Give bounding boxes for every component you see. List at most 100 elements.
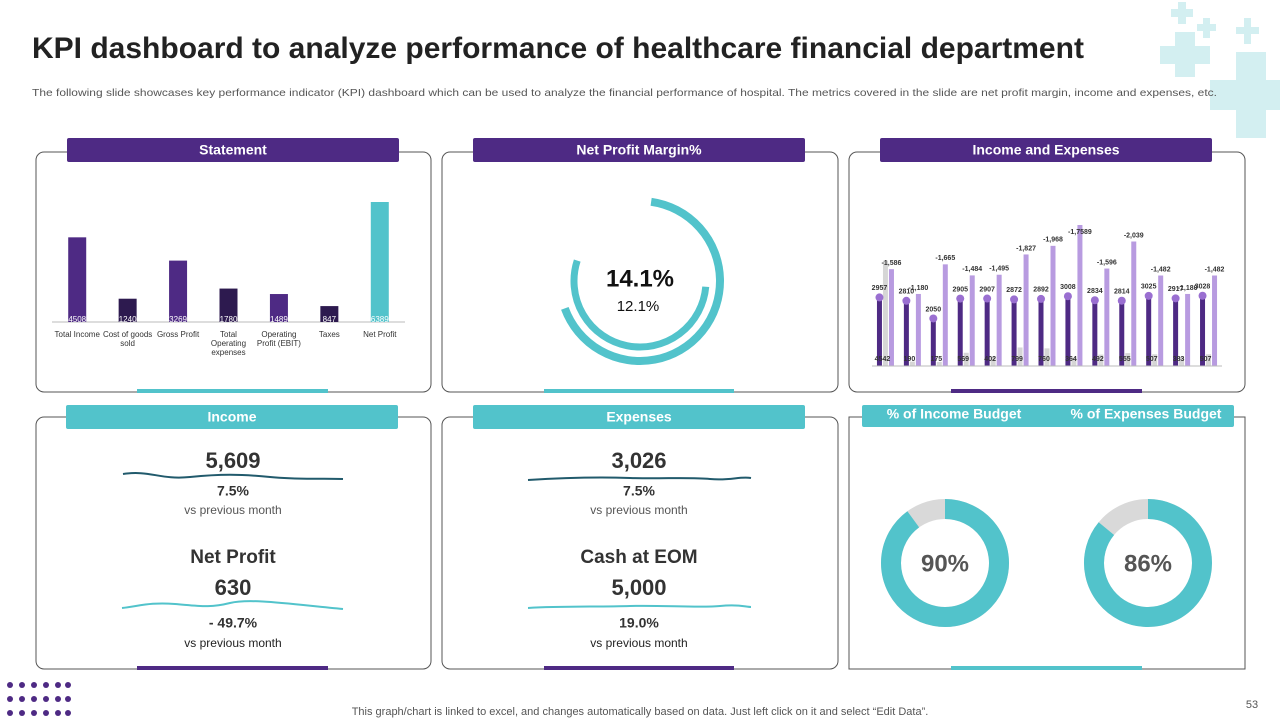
marker (1090, 296, 1099, 305)
bar (1104, 268, 1110, 366)
data-label: 2810 (899, 289, 915, 296)
bar (370, 202, 389, 322)
kpi-value: 5,609 (205, 448, 260, 473)
x-label-box: Taxes (318, 330, 340, 339)
sparklines (121, 472, 752, 610)
x-label-box: Cost of goods sold (102, 330, 153, 348)
bar (1212, 275, 1218, 366)
bar (909, 361, 915, 366)
kpi-note: vs previous month (184, 503, 281, 517)
bar (269, 294, 288, 322)
accent (951, 666, 1142, 670)
data-label: 4542 (875, 356, 891, 363)
data-label: 1780 (220, 315, 238, 324)
panel-tab (862, 405, 1234, 427)
footer-dots (7, 682, 71, 716)
bar (1011, 299, 1017, 366)
data-label: 2050 (926, 306, 942, 313)
ring-decor (561, 197, 724, 365)
data-label: 2892 (1033, 287, 1049, 294)
accent (951, 389, 1142, 393)
data-label: 492 (1092, 356, 1104, 363)
bar (1146, 295, 1152, 366)
bar (1158, 275, 1164, 366)
marker (929, 314, 938, 323)
kpi-change: 7.5% (623, 483, 655, 499)
bar (1173, 298, 1179, 366)
panel-tab (473, 405, 805, 429)
marker (875, 293, 884, 302)
data-label: -1,484 (962, 266, 982, 273)
data-label: 1240 (119, 315, 137, 324)
data-label: 2917 (1168, 286, 1184, 293)
panel-tab (880, 138, 1212, 162)
x-label-box: Net Profit (363, 330, 396, 339)
data-label: 2957 (872, 285, 888, 292)
title: KPI dashboard to analyze performance of … (32, 32, 1084, 65)
page-number: 53 (1246, 699, 1258, 711)
panel-title: Expenses (606, 409, 672, 425)
data-label: 555 (1119, 356, 1131, 363)
bar (936, 361, 942, 366)
x-tick-label: Taxes (318, 330, 340, 339)
marker (1198, 291, 1207, 300)
data-label: 760 (1038, 356, 1050, 363)
panel-tab (473, 138, 805, 162)
donut-label: 90% (921, 550, 969, 577)
accent (544, 666, 734, 670)
data-label: -1,968 (1043, 237, 1063, 244)
accent (137, 666, 328, 670)
kpi-change: - 49.7% (209, 615, 258, 631)
kpi-note: vs previous month (590, 636, 687, 650)
bar (1119, 300, 1125, 366)
bar (1206, 354, 1212, 366)
bar (1185, 293, 1191, 366)
subtitle: The following slide showcases key perfor… (32, 87, 1217, 99)
bar (882, 260, 888, 366)
kpi-value: 630 (215, 575, 252, 600)
x-tick-label: Gross Profit (156, 330, 200, 339)
data-label: 2905 (952, 286, 968, 293)
kpi-note: vs previous month (184, 636, 281, 650)
x-tick-label: Total Operating expenses (210, 330, 247, 357)
bar (1200, 295, 1206, 366)
donut-label: 86% (1124, 550, 1172, 577)
bar (1044, 348, 1050, 366)
bar (1065, 296, 1071, 366)
x-label-box: Gross Profit (156, 330, 200, 339)
data-label: 569 (957, 356, 969, 363)
bar (903, 300, 909, 366)
bar (963, 352, 969, 366)
bar (118, 298, 137, 322)
data-label: -1,586 (882, 260, 902, 267)
x-tick-label: Operating Profit (EBIT) (256, 330, 301, 348)
bar (1179, 357, 1185, 366)
bar (984, 298, 990, 366)
data-label: 2814 (1114, 289, 1130, 296)
marker (956, 294, 965, 303)
margin-secondary: 12.1% (617, 298, 660, 315)
bar (1098, 354, 1104, 366)
data-label: -1,596 (1097, 259, 1117, 266)
accent (544, 389, 734, 393)
footer-note: This graph/chart is linked to excel, and… (352, 706, 929, 718)
bar (1125, 353, 1131, 366)
x-label-box: Total Income (55, 330, 100, 339)
bar (942, 264, 948, 366)
bar (1038, 298, 1044, 366)
x-tick-label: Cost of goods sold (102, 330, 153, 348)
data-label: -1,827 (1016, 245, 1036, 252)
data-label: 799 (1011, 356, 1023, 363)
data-label: -1,482 (1151, 266, 1171, 273)
data-label: 507 (1200, 356, 1212, 363)
data-label: -1,482 (1205, 266, 1225, 273)
data-label: 383 (1173, 356, 1185, 363)
panel-title: Income and Expenses (972, 142, 1119, 158)
data-label: -1,665 (935, 255, 955, 262)
bar (990, 356, 996, 366)
marker (983, 294, 992, 303)
kpi-label: Cash at EOM (580, 547, 697, 568)
data-label: 6389 (371, 315, 389, 324)
marker (1063, 292, 1072, 301)
